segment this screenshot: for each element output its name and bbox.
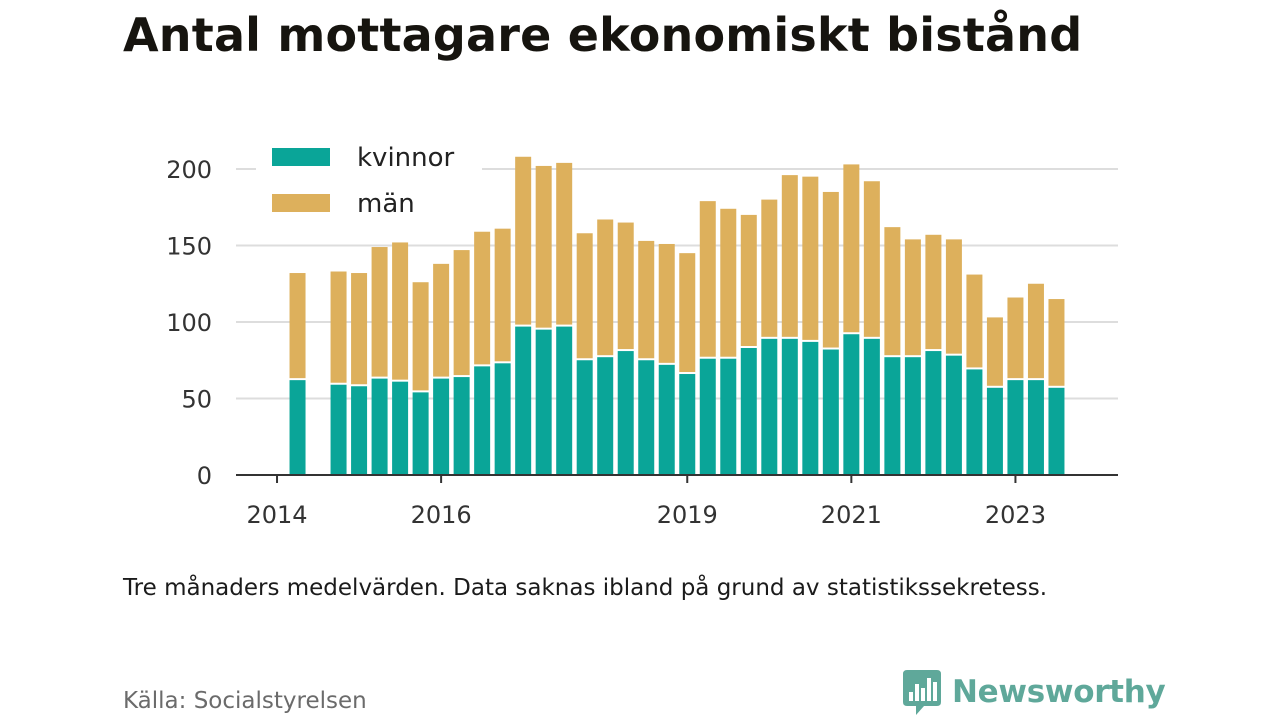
bar-man bbox=[904, 239, 921, 356]
bar-man bbox=[843, 164, 860, 333]
x-tick-label: 2023 bbox=[985, 501, 1046, 529]
bar-kvinnor bbox=[474, 366, 491, 475]
bar-kvinnor bbox=[966, 369, 983, 475]
bar-kvinnor bbox=[638, 360, 655, 475]
legend-swatch bbox=[272, 194, 330, 212]
bar-chart: 0 50 100 150 200 2014 2016 2019 2021 2023 kvinno… bbox=[166, 136, 1118, 529]
bar-kvinnor bbox=[986, 387, 1003, 475]
bar-kvinnor bbox=[802, 341, 819, 475]
bar-man bbox=[740, 214, 757, 347]
bar-kvinnor bbox=[925, 351, 942, 475]
bar-kvinnor bbox=[351, 386, 368, 475]
bar-man bbox=[515, 156, 532, 325]
bar-kvinnor bbox=[515, 326, 532, 475]
bar-kvinnor bbox=[453, 377, 470, 475]
bar-kvinnor bbox=[535, 329, 552, 475]
bar-man bbox=[433, 263, 450, 377]
bar-kvinnor bbox=[494, 363, 511, 475]
bar-man bbox=[351, 273, 368, 385]
chart-title: Antal mottagare ekonomiskt bistånd bbox=[123, 8, 1083, 62]
bar-kvinnor bbox=[761, 338, 778, 475]
bar-kvinnor bbox=[658, 364, 675, 475]
bar-man bbox=[699, 201, 716, 357]
bar-kvinnor bbox=[1027, 380, 1044, 475]
bar-man bbox=[494, 228, 511, 362]
bar-man bbox=[617, 222, 634, 350]
bar-kvinnor bbox=[289, 380, 306, 475]
bar-kvinnor bbox=[433, 378, 450, 475]
bar-kvinnor bbox=[945, 355, 962, 475]
y-tick-label: 200 bbox=[166, 156, 212, 184]
y-tick-label: 0 bbox=[197, 462, 212, 490]
bar-man bbox=[1048, 299, 1065, 386]
bar-kvinnor bbox=[740, 348, 757, 475]
bar-kvinnor bbox=[679, 374, 696, 475]
source-label: Källa: Socialstyrelsen bbox=[123, 688, 367, 714]
bar-kvinnor bbox=[556, 326, 573, 475]
bar-man bbox=[945, 239, 962, 354]
bar-man bbox=[761, 199, 778, 337]
bar-kvinnor bbox=[699, 358, 716, 475]
y-tick-label: 150 bbox=[166, 233, 212, 261]
bar-man bbox=[884, 227, 901, 356]
bar-man bbox=[535, 165, 552, 328]
bar-kvinnor bbox=[330, 384, 347, 475]
bar-man bbox=[1007, 297, 1024, 379]
bar-man bbox=[289, 273, 306, 379]
bar-man bbox=[822, 191, 839, 348]
bar-man bbox=[1027, 283, 1044, 379]
y-tick-label: 100 bbox=[166, 309, 212, 337]
bar-man bbox=[412, 282, 429, 391]
bar-kvinnor bbox=[576, 360, 593, 475]
bar-kvinnor bbox=[843, 334, 860, 475]
bar-kvinnor bbox=[412, 392, 429, 475]
bar-man bbox=[638, 240, 655, 359]
brand-logo: Newsworthy bbox=[902, 668, 1166, 716]
brand-name: Newsworthy bbox=[952, 674, 1166, 710]
bar-man bbox=[966, 274, 983, 368]
footnote: Tre månaders medelvärden. Data saknas ib… bbox=[123, 575, 1048, 601]
bar-man bbox=[597, 219, 614, 356]
bar-kvinnor bbox=[597, 357, 614, 475]
bar-man bbox=[392, 242, 409, 380]
y-tick-label: 50 bbox=[181, 386, 212, 414]
bar-man bbox=[371, 247, 388, 377]
bar-chart-bubble-icon bbox=[903, 670, 941, 715]
x-tick-label: 2014 bbox=[246, 501, 307, 529]
bar-kvinnor bbox=[1048, 387, 1065, 475]
bar-kvinnor bbox=[822, 349, 839, 475]
bar-man bbox=[474, 231, 491, 365]
x-tick-label: 2021 bbox=[821, 501, 882, 529]
legend-label: kvinnor bbox=[357, 143, 455, 173]
bar-man bbox=[658, 243, 675, 363]
bars bbox=[289, 156, 1065, 475]
bar-man bbox=[986, 317, 1003, 386]
bar-man bbox=[781, 175, 798, 337]
bar-man bbox=[925, 234, 942, 350]
bar-kvinnor bbox=[392, 381, 409, 475]
bar-kvinnor bbox=[371, 378, 388, 475]
bar-man bbox=[863, 181, 880, 337]
bar-man bbox=[556, 162, 573, 325]
bar-man bbox=[802, 176, 819, 340]
bar-kvinnor bbox=[1007, 380, 1024, 475]
legend: kvinnor män bbox=[256, 136, 482, 230]
bar-kvinnor bbox=[884, 357, 901, 475]
legend-label: män bbox=[357, 189, 415, 219]
y-axis: 0 50 100 150 200 bbox=[166, 156, 212, 490]
bar-kvinnor bbox=[720, 358, 737, 475]
bar-kvinnor bbox=[617, 351, 634, 475]
bar-kvinnor bbox=[904, 357, 921, 475]
bar-man bbox=[330, 271, 347, 383]
legend-swatch bbox=[272, 148, 330, 166]
bar-man bbox=[453, 250, 470, 376]
bar-kvinnor bbox=[863, 338, 880, 475]
x-tick-label: 2016 bbox=[411, 501, 472, 529]
bar-man bbox=[576, 233, 593, 359]
bar-kvinnor bbox=[781, 338, 798, 475]
x-axis: 2014 2016 2019 2021 2023 bbox=[236, 474, 1118, 529]
bar-man bbox=[679, 253, 696, 373]
x-tick-label: 2019 bbox=[657, 501, 718, 529]
bar-man bbox=[720, 208, 737, 357]
